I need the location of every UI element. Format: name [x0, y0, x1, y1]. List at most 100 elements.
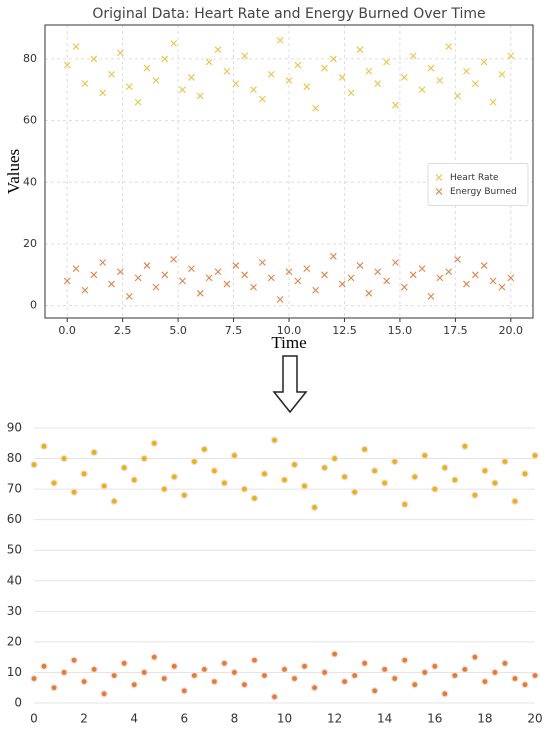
point — [241, 52, 249, 60]
point — [210, 467, 218, 475]
point — [99, 259, 107, 266]
x-tick-label: 2.5 — [114, 324, 132, 337]
point — [321, 271, 328, 279]
point — [63, 277, 71, 285]
point — [471, 271, 479, 279]
legend: Heart Rate Energy Burned — [427, 163, 529, 206]
point — [70, 488, 78, 496]
point — [260, 671, 269, 680]
point — [188, 74, 195, 81]
legend-box — [427, 163, 529, 206]
x-tick-label: 6 — [180, 712, 188, 726]
point — [436, 77, 444, 84]
point — [30, 674, 38, 683]
point — [180, 491, 188, 499]
x-tick-label: 15.0 — [388, 324, 413, 337]
point — [161, 55, 169, 63]
point — [285, 268, 293, 276]
point — [445, 43, 453, 50]
point — [143, 262, 151, 269]
point — [120, 659, 128, 667]
point — [60, 454, 68, 463]
point — [461, 665, 469, 673]
point — [110, 671, 118, 680]
point — [120, 464, 128, 472]
point — [421, 668, 429, 677]
point — [338, 74, 346, 81]
point — [329, 55, 337, 63]
x-tick-label: 10.0 — [277, 324, 302, 337]
point — [161, 271, 169, 279]
point — [294, 277, 302, 285]
x-tick-label: 17.5 — [443, 324, 468, 337]
point — [108, 70, 115, 78]
y-tick-label: 80 — [23, 52, 37, 65]
point — [421, 451, 429, 460]
point — [463, 67, 470, 75]
point — [374, 80, 382, 87]
point — [205, 58, 213, 66]
point — [190, 458, 198, 466]
point — [241, 271, 249, 279]
point — [108, 280, 115, 288]
x-tick-label: 4 — [130, 712, 138, 726]
point — [170, 256, 178, 263]
point — [90, 55, 98, 63]
y-tick-label: 40 — [7, 573, 22, 587]
point — [351, 671, 359, 680]
point — [110, 497, 118, 505]
point — [451, 476, 459, 484]
point — [481, 467, 489, 475]
point — [310, 503, 319, 512]
arrow — [272, 355, 308, 414]
point — [411, 681, 419, 689]
point — [81, 286, 89, 294]
point — [431, 485, 439, 493]
point — [223, 67, 231, 75]
point — [441, 690, 449, 698]
point — [190, 671, 198, 680]
point — [72, 265, 80, 273]
point — [250, 656, 259, 664]
point — [250, 283, 257, 291]
point — [351, 488, 359, 496]
point — [152, 77, 160, 84]
point — [290, 674, 299, 683]
y-tick-label: 90 — [7, 421, 22, 435]
point — [521, 470, 529, 478]
point — [445, 268, 453, 276]
point — [441, 464, 449, 472]
point — [383, 277, 390, 285]
point — [140, 454, 148, 463]
point — [427, 293, 435, 300]
point — [270, 436, 279, 444]
point — [140, 668, 148, 677]
point — [99, 89, 107, 97]
y-tick-label: 60 — [23, 114, 37, 127]
point — [214, 46, 222, 54]
point — [214, 268, 222, 276]
y-tick-label: 10 — [7, 665, 22, 679]
point — [70, 656, 78, 664]
point — [521, 681, 529, 689]
point — [471, 653, 479, 661]
point — [179, 86, 186, 94]
point — [276, 37, 284, 44]
point — [134, 274, 142, 282]
point — [411, 473, 419, 481]
point — [267, 274, 275, 282]
point — [290, 461, 299, 469]
point — [90, 665, 98, 673]
point — [361, 445, 369, 453]
point — [196, 289, 204, 297]
point — [276, 296, 284, 303]
point — [418, 86, 426, 94]
point — [220, 659, 228, 667]
x-tick-label: 20.0 — [499, 324, 524, 337]
point — [391, 458, 399, 466]
y-tick-label: 60 — [7, 512, 22, 526]
chart: 0 10 20 30 40 50 60 70 80 90 0 2 4 6 8 10 12 14 16 18 20 — [7, 421, 543, 726]
point — [303, 83, 311, 91]
point — [321, 64, 328, 72]
